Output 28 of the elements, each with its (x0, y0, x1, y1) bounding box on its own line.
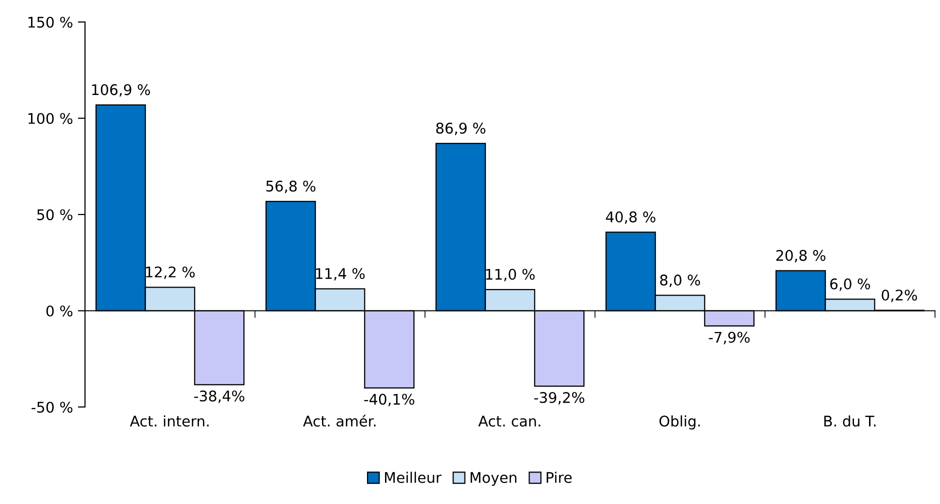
x-tick-label: Oblig. (659, 415, 700, 430)
y-tick-label: 150 % (28, 16, 72, 28)
data-label: -38,4% (194, 390, 244, 403)
data-label: -39,2% (534, 392, 584, 405)
y-tick-label: 0 % (46, 305, 72, 316)
data-label: -7,9% (708, 332, 750, 344)
y-tick-label: 50 % (37, 209, 72, 220)
x-tick-label: B. du T. (824, 415, 876, 427)
y-tick-label: 100 % (28, 112, 72, 124)
data-label: 106,9 % (92, 84, 150, 97)
data-label: 6,0 % (830, 278, 870, 291)
x-tick-label: Act. amér. (303, 414, 376, 427)
legend-label: Moyen (470, 472, 516, 486)
legend-label: Pire (546, 472, 572, 484)
y-tick-label: -50 % (32, 402, 72, 413)
x-tick-label: Act. can. (478, 416, 540, 427)
data-label: -40,1% (364, 394, 414, 406)
data-label: 56,8 % (266, 180, 316, 194)
data-label: 0,2% (882, 290, 918, 302)
data-label: 12,2 % (146, 266, 195, 279)
legend-label: Meilleur (385, 472, 442, 484)
data-label: 11,4 % (316, 268, 365, 281)
data-label: 8,0 % (660, 274, 700, 288)
data-label: 86,9 % (436, 122, 486, 136)
data-label: 40,8 % (606, 211, 656, 224)
x-tick-label: Act. intern. (130, 415, 209, 427)
data-label: 20,8 % (776, 250, 826, 262)
data-label: 11,0 % (486, 268, 535, 282)
